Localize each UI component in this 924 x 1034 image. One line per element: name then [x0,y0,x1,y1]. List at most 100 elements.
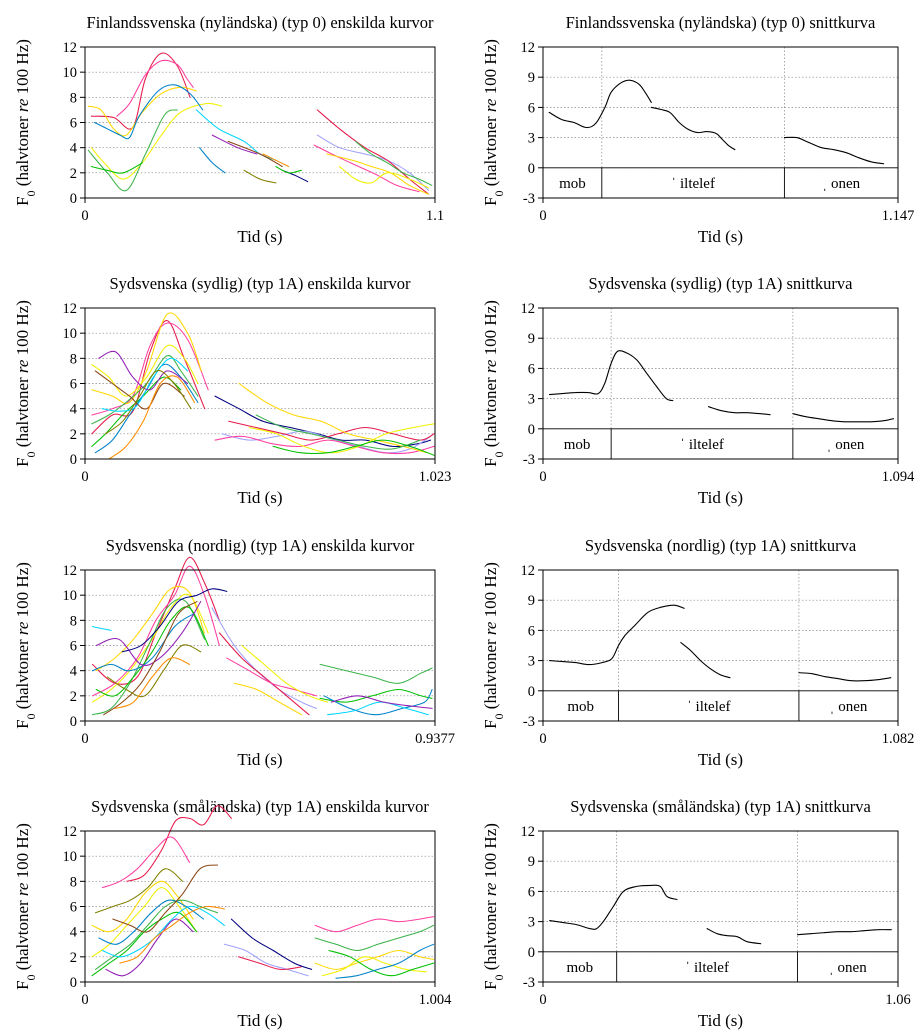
x-tick-label: 0 [539,208,546,224]
y-tick-label: 3 [528,915,535,931]
series-line [314,916,435,933]
series-line [112,864,219,933]
chart-title: Sydsvenska (sydlig) (typ 1A) enskilda ku… [109,274,411,293]
series-line [321,956,428,977]
y-tick-label: 12 [63,563,78,579]
y-tick-label: 12 [521,301,536,317]
y-axis-label-part: F [13,719,32,728]
series-line [211,134,258,155]
y-tick-label: 4 [70,664,78,680]
series-line [330,695,433,709]
panel-6: Sydsvenska (nordlig) (typ 1A) snittkurva… [481,536,914,769]
y-tick-label: 9 [528,854,535,870]
y-axis-label-part: re [13,621,32,635]
y-axis-label-part: re [481,621,500,635]
series-line [792,413,895,423]
series-line [98,899,205,945]
series-line [90,102,223,180]
segment-label: mob [559,176,586,192]
y-axis-label-part: (halvtoner [481,112,500,190]
series-line [328,949,435,977]
series-line [275,165,302,174]
y-axis-label-part: 0 [492,451,506,457]
series-line [94,868,184,914]
chart-title: Finlandssvenska (nyländska) (typ 0) ensk… [87,13,434,32]
series-line [783,136,885,165]
series-line [327,701,429,716]
series-line [223,943,309,977]
segment-label: mob [564,437,591,453]
series-line [119,905,225,964]
y-tick-label: 4 [70,925,78,941]
series-line [227,140,283,168]
y-tick-label: 10 [63,326,78,342]
y-tick-label: 8 [70,874,77,890]
series-line [262,153,290,168]
y-tick-label: -3 [523,714,535,730]
x-tick-label: 0 [81,731,88,747]
series-line [214,395,432,448]
segment-label: ˌ onen [829,960,867,976]
y-axis-label-part: (halvtoner [13,112,32,190]
series-line [103,600,198,716]
y-axis-label-part: 100 Hz) [481,39,500,98]
series-line [241,644,329,703]
series-line [548,79,652,129]
y-axis-label-part: (halvtoner [13,635,32,713]
y-axis-label: F0 (halvtoner re 100 Hz) [13,39,38,206]
y-tick-label: 2 [70,166,77,182]
x-tick-label: 1.1 [426,208,444,224]
y-axis-label-part: 100 Hz) [13,562,32,621]
y-tick-label: 0 [70,452,77,468]
x-axis-label: Tid (s) [237,488,282,507]
y-tick-label: 10 [63,588,78,604]
y-axis-label-part: 0 [24,190,38,196]
y-tick-label: 0 [70,975,77,991]
segment-label: ˌ onen [830,699,868,715]
y-axis-label-part: (halvtoner [13,373,32,451]
y-tick-label: 6 [528,884,535,900]
series-line [98,350,189,391]
series-line [91,911,198,977]
y-tick-label: -3 [523,452,535,468]
plot-frame [542,307,899,460]
series-line [680,641,731,679]
y-axis-label-part: (halvtoner [13,896,32,974]
series-line [106,644,202,698]
x-tick-label: 1.004 [419,992,452,1008]
series-line [90,162,143,174]
series-line [195,109,277,161]
y-tick-label: 9 [528,593,535,609]
chart-title: Sydsvenska (sydlig) (typ 1A) snittkurva [589,274,854,293]
panel-2: Finlandssvenska (nyländska) (typ 0) snit… [481,13,914,246]
y-axis-label: F0 (halvtoner re 100 Hz) [481,823,506,990]
chart-title: Sydsvenska (småländska) (typ 1A) enskild… [91,797,429,816]
y-axis-label-part: F [13,457,32,466]
y-axis-label-part: 100 Hz) [13,300,32,359]
series-line [272,439,435,456]
panel-8: Sydsvenska (småländska) (typ 1A) snittku… [481,797,911,1030]
series-line [95,586,205,672]
series-line [221,430,432,454]
series-line [326,153,430,195]
y-axis-label: F0 (halvtoner re 100 Hz) [481,562,506,729]
series-line [94,899,219,970]
series-line [233,682,303,716]
y-axis-label-part: (halvtoner [481,373,500,451]
series-line [707,406,771,416]
chart-title: Sydsvenska (nordlig) (typ 1A) snittkurva [585,536,857,555]
x-tick-label: 1.147 [882,208,915,224]
y-axis-label-part: 100 Hz) [13,39,32,98]
series-line [101,357,189,412]
y-tick-label: 6 [70,639,77,655]
y-tick-label: 2 [70,427,77,443]
plot-frame [542,830,899,983]
series-line [91,598,205,716]
y-axis-label-part: re [481,98,500,112]
x-axis-label: Tid (s) [698,488,743,507]
series-line [87,86,197,137]
y-tick-label: 3 [528,131,535,147]
x-tick-label: 1.082 [882,731,915,747]
x-tick-label: 1.023 [419,469,452,485]
